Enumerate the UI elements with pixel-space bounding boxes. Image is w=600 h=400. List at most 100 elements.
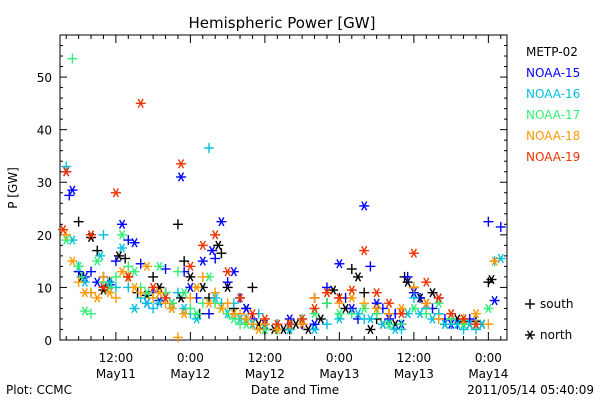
data-point-south — [458, 324, 469, 335]
data-point-north — [176, 159, 187, 169]
data-point-south — [446, 313, 457, 324]
data-point-south — [148, 271, 159, 282]
data-point-north — [58, 224, 69, 235]
data-point-south — [396, 319, 407, 330]
data-point-south — [216, 248, 227, 259]
data-point-south — [67, 53, 78, 64]
data-point-north — [228, 314, 239, 324]
data-point-north — [321, 287, 332, 298]
data-point-north — [247, 309, 258, 319]
data-point-north — [191, 309, 202, 319]
data-point-north — [371, 298, 382, 308]
data-point-south — [483, 319, 494, 330]
data-point-north — [309, 309, 320, 319]
data-point-north — [160, 293, 171, 303]
legend-series-label: METP-02 — [526, 45, 578, 59]
data-point-south — [172, 266, 183, 277]
data-point-north — [371, 303, 382, 314]
data-point-south — [61, 229, 72, 240]
data-point-south — [110, 292, 121, 303]
data-point-south — [120, 253, 131, 264]
data-point-north — [396, 309, 407, 319]
data-point-north — [334, 314, 345, 324]
data-point-south — [185, 292, 196, 303]
data-point-south — [73, 216, 84, 227]
data-point-north — [272, 319, 283, 329]
data-point-north — [365, 314, 376, 324]
y-tick-label: 40 — [37, 124, 52, 138]
data-point-north — [359, 201, 370, 211]
footer-source: Plot: CCMC — [6, 383, 72, 397]
data-point-south — [222, 277, 233, 288]
data-point-north — [315, 314, 326, 324]
data-point-north — [384, 298, 395, 308]
data-point-south — [76, 271, 87, 282]
data-point-north — [185, 272, 196, 282]
data-point-north — [176, 172, 187, 182]
data-point-south — [172, 219, 183, 230]
data-point-north — [207, 245, 218, 256]
data-point-north — [408, 287, 419, 298]
data-point-north — [129, 282, 140, 293]
data-point-north — [141, 298, 152, 308]
data-point-north — [61, 167, 72, 177]
data-point-south — [365, 261, 376, 272]
data-point-north — [117, 230, 128, 240]
data-point-north — [210, 230, 221, 240]
data-point-north — [346, 303, 357, 314]
data-point-south — [346, 308, 357, 319]
data-point-north — [104, 287, 115, 298]
legend-series-label: NOAA-17 — [526, 108, 580, 122]
series-noaa-18 — [61, 229, 500, 343]
data-point-south — [210, 253, 221, 264]
data-point-south — [483, 216, 494, 227]
data-point-south — [359, 298, 370, 309]
data-point-north — [222, 266, 233, 277]
data-point-north — [185, 261, 196, 272]
data-point-north — [204, 298, 214, 308]
data-point-north — [123, 272, 134, 282]
data-point-north — [253, 324, 264, 335]
data-point-north — [213, 240, 224, 251]
data-point-north — [191, 282, 202, 293]
data-point-north — [309, 324, 320, 335]
data-point-south — [222, 298, 233, 309]
plot-area: 0 10 20 30 40 50 12:00 May11 0:00 May12 12:00 May12… — [37, 34, 508, 381]
data-point-north — [427, 287, 438, 298]
data-point-south — [110, 271, 121, 282]
data-point-north — [92, 256, 103, 266]
data-point-south — [110, 256, 121, 267]
data-point-north — [483, 303, 494, 314]
x-axis-label: Date and Time — [251, 383, 339, 397]
data-point-south — [247, 282, 258, 293]
data-point-south — [309, 292, 320, 303]
data-point-south — [247, 319, 258, 330]
data-point-north — [470, 309, 481, 319]
x-tick-date: May13 — [319, 367, 359, 381]
data-point-north — [197, 240, 208, 251]
x-tick-time: 0:00 — [326, 351, 353, 365]
data-point-south — [86, 287, 97, 298]
data-point-south — [61, 161, 72, 172]
data-point-north — [458, 314, 469, 324]
data-point-north — [179, 309, 190, 319]
data-point-south — [64, 190, 75, 201]
data-point-south — [321, 319, 332, 330]
data-point-north — [486, 274, 497, 285]
data-point-south — [321, 298, 332, 309]
data-point-south — [259, 319, 270, 330]
data-point-north — [334, 259, 345, 269]
data-point-south — [384, 308, 395, 319]
data-point-south — [421, 308, 432, 319]
data-point-north — [129, 303, 140, 314]
data-point-north — [179, 287, 190, 298]
y-tick-label: 10 — [37, 281, 52, 295]
data-point-north — [148, 282, 159, 293]
data-point-south — [235, 308, 246, 319]
data-point-north — [408, 248, 419, 258]
data-point-south — [334, 298, 345, 309]
data-point-south — [98, 271, 109, 282]
y-tick-label: 0 — [44, 334, 52, 348]
legend-marker-north — [525, 330, 535, 340]
data-point-south — [359, 287, 370, 298]
